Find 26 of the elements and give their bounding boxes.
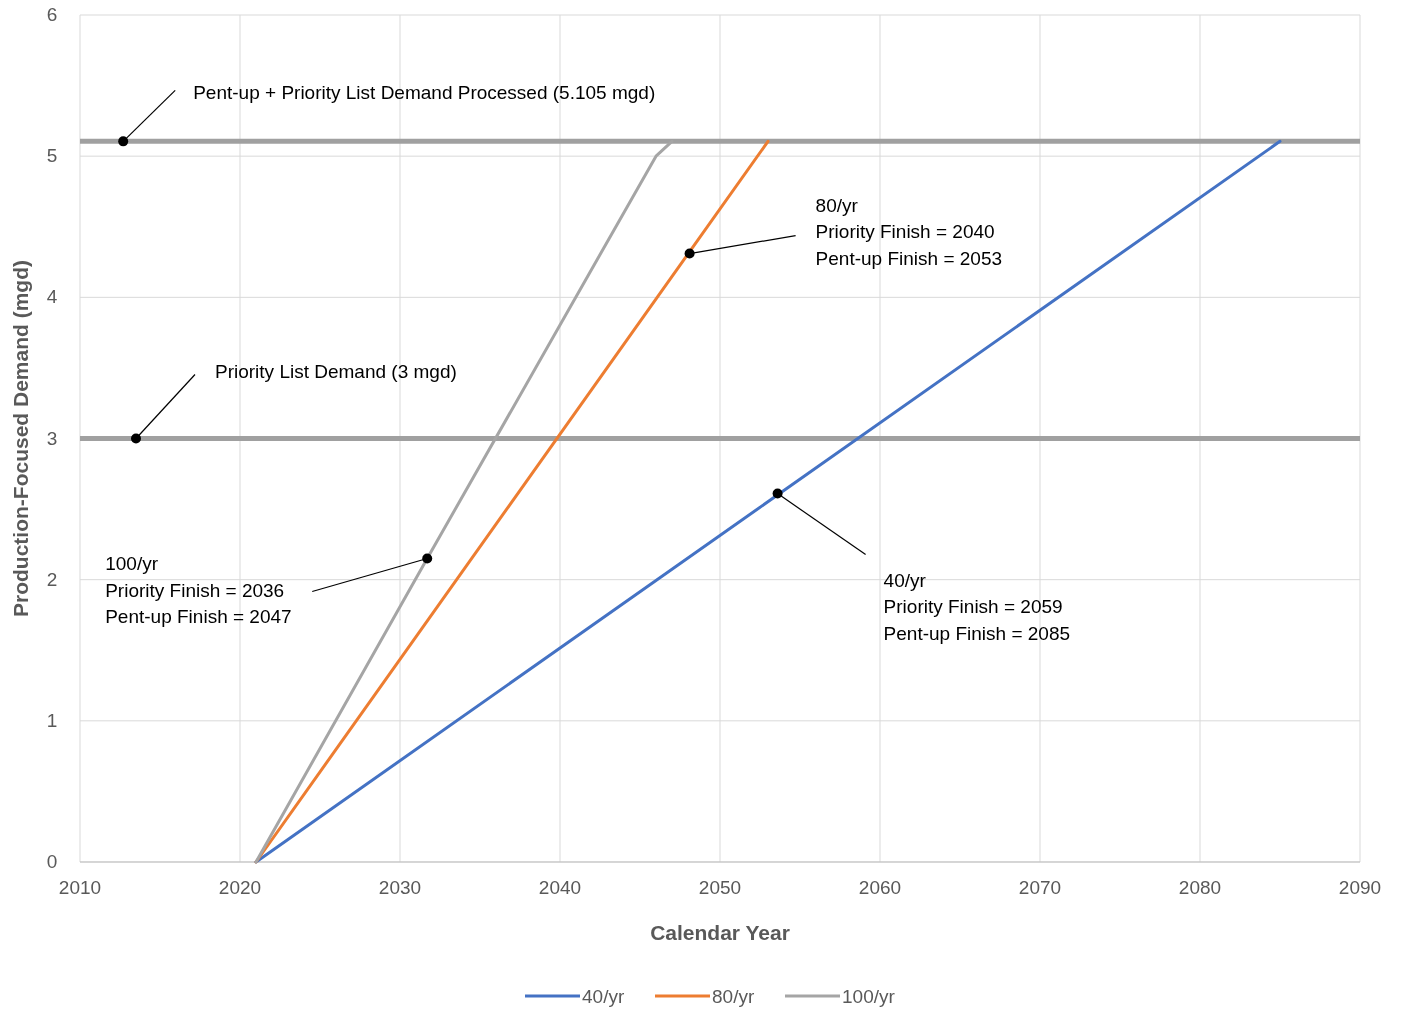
y-tick-label: 5	[46, 145, 58, 167]
x-tick-label: 2040	[538, 877, 582, 898]
x-tick-label: 2030	[378, 877, 422, 898]
x-tick-label: 2010	[58, 877, 102, 898]
annotation: 40/yr Priority Finish = 2059 Pent-up Finish = 2085	[883, 569, 1071, 644]
x-tick-label: 2050	[698, 877, 742, 898]
y-axis-title: Production-Focused Demand (mgd)	[9, 260, 32, 617]
annotation: 100/yr Priority Finish = 2036 Pent-up Finish = 2047	[105, 553, 292, 628]
x-tick-label: 2090	[1338, 877, 1382, 898]
legend-label: 100/yr	[842, 986, 896, 1007]
annotation: Priority List Demand (3 mgd)	[215, 360, 457, 382]
legend-label: 80/yr	[712, 986, 755, 1007]
x-tick-label: 2080	[1178, 877, 1222, 898]
x-axis-title: Calendar Year	[650, 921, 790, 944]
y-tick-label: 2	[46, 568, 58, 590]
y-tick-label: 0	[46, 851, 58, 872]
legend-label: 40/yr	[582, 986, 625, 1007]
annotation: 80/yr Priority Finish = 2040 Pent-up Finish = 2053	[815, 194, 1003, 269]
y-tick-label: 6	[46, 4, 58, 25]
y-tick-label: 1	[46, 709, 58, 731]
y-tick-label: 3	[46, 427, 58, 449]
annotation: Pent-up + Priority List Demand Processed (5.105 mgd)	[193, 82, 656, 104]
x-tick-label: 2070	[1018, 877, 1062, 898]
x-tick-label: 2020	[218, 877, 262, 898]
y-tick-label: 4	[46, 286, 58, 308]
x-tick-label: 2060	[858, 877, 902, 898]
